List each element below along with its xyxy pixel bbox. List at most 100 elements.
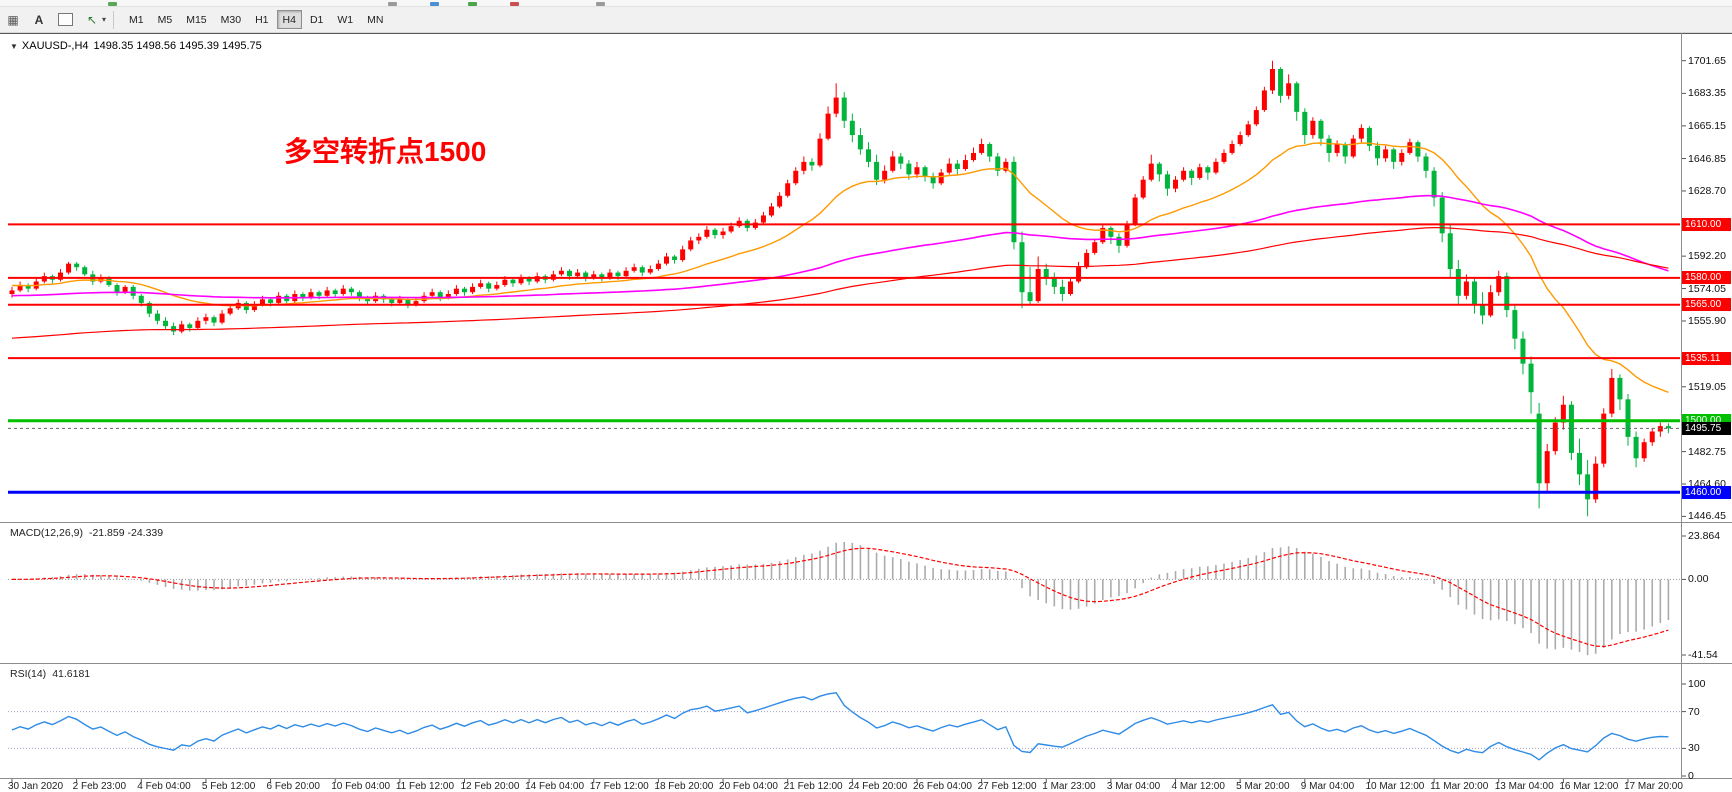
- candle-body: [1092, 242, 1098, 253]
- chart-annotation[interactable]: 多空转折点1500: [284, 136, 487, 167]
- candle-body: [882, 170, 888, 180]
- price-axis-area[interactable]: [1682, 34, 1732, 778]
- candle-body: [817, 138, 823, 166]
- candle-body: [890, 156, 896, 171]
- rsi-layer: [8, 692, 1680, 761]
- candle-body: [591, 274, 597, 278]
- text-tool-icon[interactable]: A: [34, 12, 44, 27]
- candle-body: [494, 285, 500, 289]
- time-axis-area[interactable]: [0, 779, 1732, 792]
- candle-body: [1536, 413, 1542, 484]
- candle-body: [1059, 286, 1065, 294]
- candle-body: [672, 256, 678, 261]
- timeframe-button-M30[interactable]: M30: [220, 13, 242, 26]
- candle-body: [1407, 142, 1413, 153]
- rsi-line: [11, 692, 1669, 761]
- timeframe-button-D1[interactable]: D1: [309, 13, 324, 26]
- candle-body: [154, 313, 160, 321]
- candle-body: [268, 299, 274, 303]
- candle-body: [639, 267, 645, 273]
- candle-body: [9, 290, 15, 294]
- candle-body: [1358, 127, 1364, 139]
- candle-body: [1148, 163, 1154, 180]
- candle-body: [17, 285, 23, 291]
- candle-body: [461, 288, 467, 293]
- candle-body: [163, 320, 169, 327]
- timeframe-button-M15[interactable]: M15: [186, 13, 207, 26]
- candle-body: [227, 308, 233, 314]
- candle-body: [567, 270, 573, 277]
- clipped-icon: [108, 2, 117, 6]
- chart-marker-icon[interactable]: ▼: [10, 42, 18, 51]
- candle-body: [1229, 144, 1235, 153]
- panel-borders: [0, 33, 1732, 779]
- toolbar-separator: [113, 10, 115, 29]
- candle-body: [930, 176, 936, 184]
- candle-body: [647, 269, 653, 273]
- frame-tool-icon[interactable]: [58, 13, 73, 26]
- candle-body: [332, 290, 338, 294]
- candle-body: [1463, 281, 1469, 296]
- candle-body: [203, 317, 209, 321]
- candle-body: [954, 163, 960, 169]
- candle-body: [1568, 404, 1574, 453]
- candle-body: [1173, 179, 1179, 189]
- timeframe-button-H1[interactable]: H1: [255, 13, 269, 26]
- macd-signal-line: [11, 547, 1669, 648]
- candle-body: [1164, 174, 1170, 189]
- candle-body: [1253, 110, 1259, 125]
- candle-body: [1189, 170, 1195, 178]
- candle-body: [171, 326, 177, 332]
- candle-body: [276, 295, 282, 303]
- candle-body: [1633, 436, 1639, 459]
- candle-body: [906, 163, 912, 175]
- candle-body: [1140, 179, 1146, 198]
- candle-body: [405, 299, 411, 305]
- candle-body: [583, 272, 589, 278]
- cursor-tool-icon[interactable]: ↖: [86, 12, 98, 27]
- timeframe-button-M1[interactable]: M1: [129, 13, 144, 26]
- candle-body: [1027, 292, 1033, 302]
- candle-body: [1011, 161, 1017, 243]
- candle-body: [1350, 138, 1356, 157]
- candle-body: [211, 317, 217, 323]
- candle-body: [995, 156, 1001, 171]
- timeframe-button-M5[interactable]: M5: [157, 13, 173, 26]
- candle-body: [1116, 236, 1122, 246]
- macd-panel-area[interactable]: [8, 524, 1680, 662]
- candle-body: [1504, 276, 1510, 311]
- candle-body: [607, 272, 613, 278]
- macd-values: -21.859 -24.339: [88, 527, 164, 539]
- candle-body: [1019, 242, 1025, 293]
- candle-body: [1278, 69, 1284, 96]
- candle-body: [793, 170, 799, 184]
- candle-body: [575, 272, 581, 277]
- candle-body: [1261, 90, 1267, 111]
- candle-body: [1415, 142, 1421, 157]
- candle-body: [599, 274, 605, 278]
- main-chart-plot-area[interactable]: [8, 34, 1680, 522]
- rsi-panel-area[interactable]: [8, 665, 1680, 777]
- candle-body: [1577, 452, 1583, 475]
- candle-body: [122, 286, 128, 293]
- ma-slow-line: [11, 226, 1669, 339]
- timeframe-button-W1[interactable]: W1: [337, 13, 354, 26]
- macd-label: MACD(12,26,9) -21.859 -24.339: [10, 527, 169, 539]
- candle-body: [389, 299, 395, 303]
- candle-body: [502, 279, 508, 286]
- timeframe-button-H4[interactable]: H4: [276, 10, 302, 29]
- candle-body: [1625, 399, 1631, 437]
- rsi-value: 41.6181: [52, 668, 91, 680]
- timeframe-button-MN[interactable]: MN: [367, 13, 384, 26]
- grid-icon[interactable]: ▦: [7, 12, 19, 27]
- candle-body: [785, 183, 791, 196]
- candle-body: [728, 226, 734, 232]
- candle-body: [340, 288, 346, 294]
- levels-layer: [8, 223, 1680, 494]
- candle-body: [769, 206, 775, 216]
- candle-body: [1512, 310, 1518, 339]
- candle-body: [631, 267, 637, 271]
- candle-body: [25, 285, 31, 289]
- dropdown-caret-icon[interactable]: ▾: [102, 15, 107, 24]
